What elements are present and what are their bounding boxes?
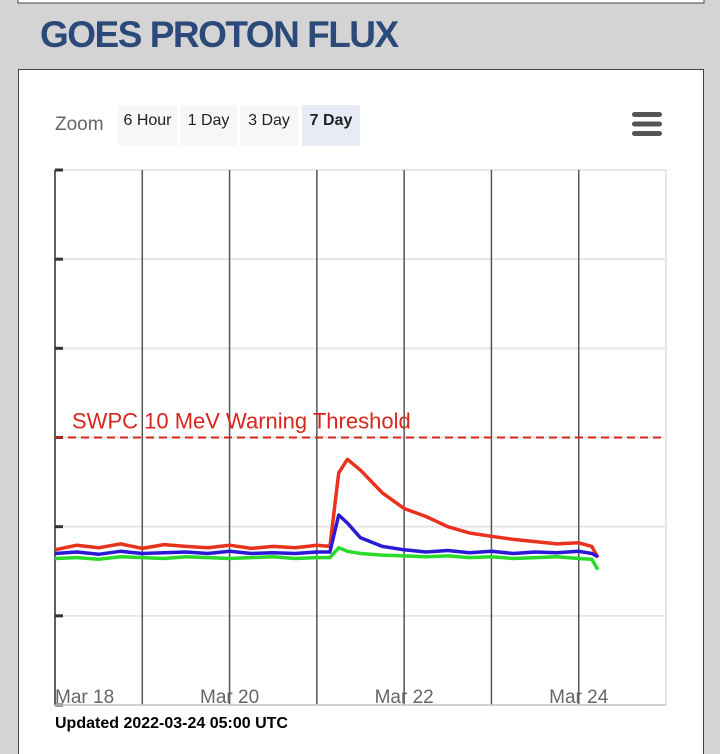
zoom-button-bg <box>240 105 298 146</box>
data-line <box>54 546 600 571</box>
x-tick-label: Mar 18 <box>55 687 114 708</box>
menu-bar <box>632 112 662 117</box>
top-panel <box>17 0 705 4</box>
threshold-label: SWPC 10 MeV Warning Threshold <box>72 408 411 433</box>
data-line <box>54 457 600 559</box>
page-title: GOES PROTON FLUX <box>40 14 400 55</box>
x-tick-label: Mar 24 <box>549 687 609 708</box>
zoom-button-bg <box>302 105 360 146</box>
updated-text: Updated 2022-03-24 05:00 UTC <box>55 715 288 732</box>
zoom-button[interactable]: 3 Day <box>240 105 298 146</box>
menu-bar <box>632 121 662 127</box>
zoom-button[interactable]: 7 Day <box>302 105 360 146</box>
menu-bar <box>632 131 662 136</box>
zoom-button-bg <box>118 105 177 146</box>
zoom-button-label: 6 Hour <box>123 112 172 129</box>
zoom-button[interactable]: 6 Hour <box>118 105 177 146</box>
menu-button[interactable] <box>632 112 662 136</box>
data-line <box>54 513 599 559</box>
zoom-button-bg <box>180 105 237 146</box>
zoom-button[interactable]: 1 Day <box>180 105 237 146</box>
zoom-button-label: 7 Day <box>310 112 353 129</box>
zoom-button-label: 1 Day <box>188 112 230 129</box>
x-tick-label: Mar 20 <box>200 687 259 708</box>
x-tick-label: Mar 22 <box>375 687 434 708</box>
zoom-label: Zoom <box>55 114 104 135</box>
zoom-button-label: 3 Day <box>248 112 290 129</box>
